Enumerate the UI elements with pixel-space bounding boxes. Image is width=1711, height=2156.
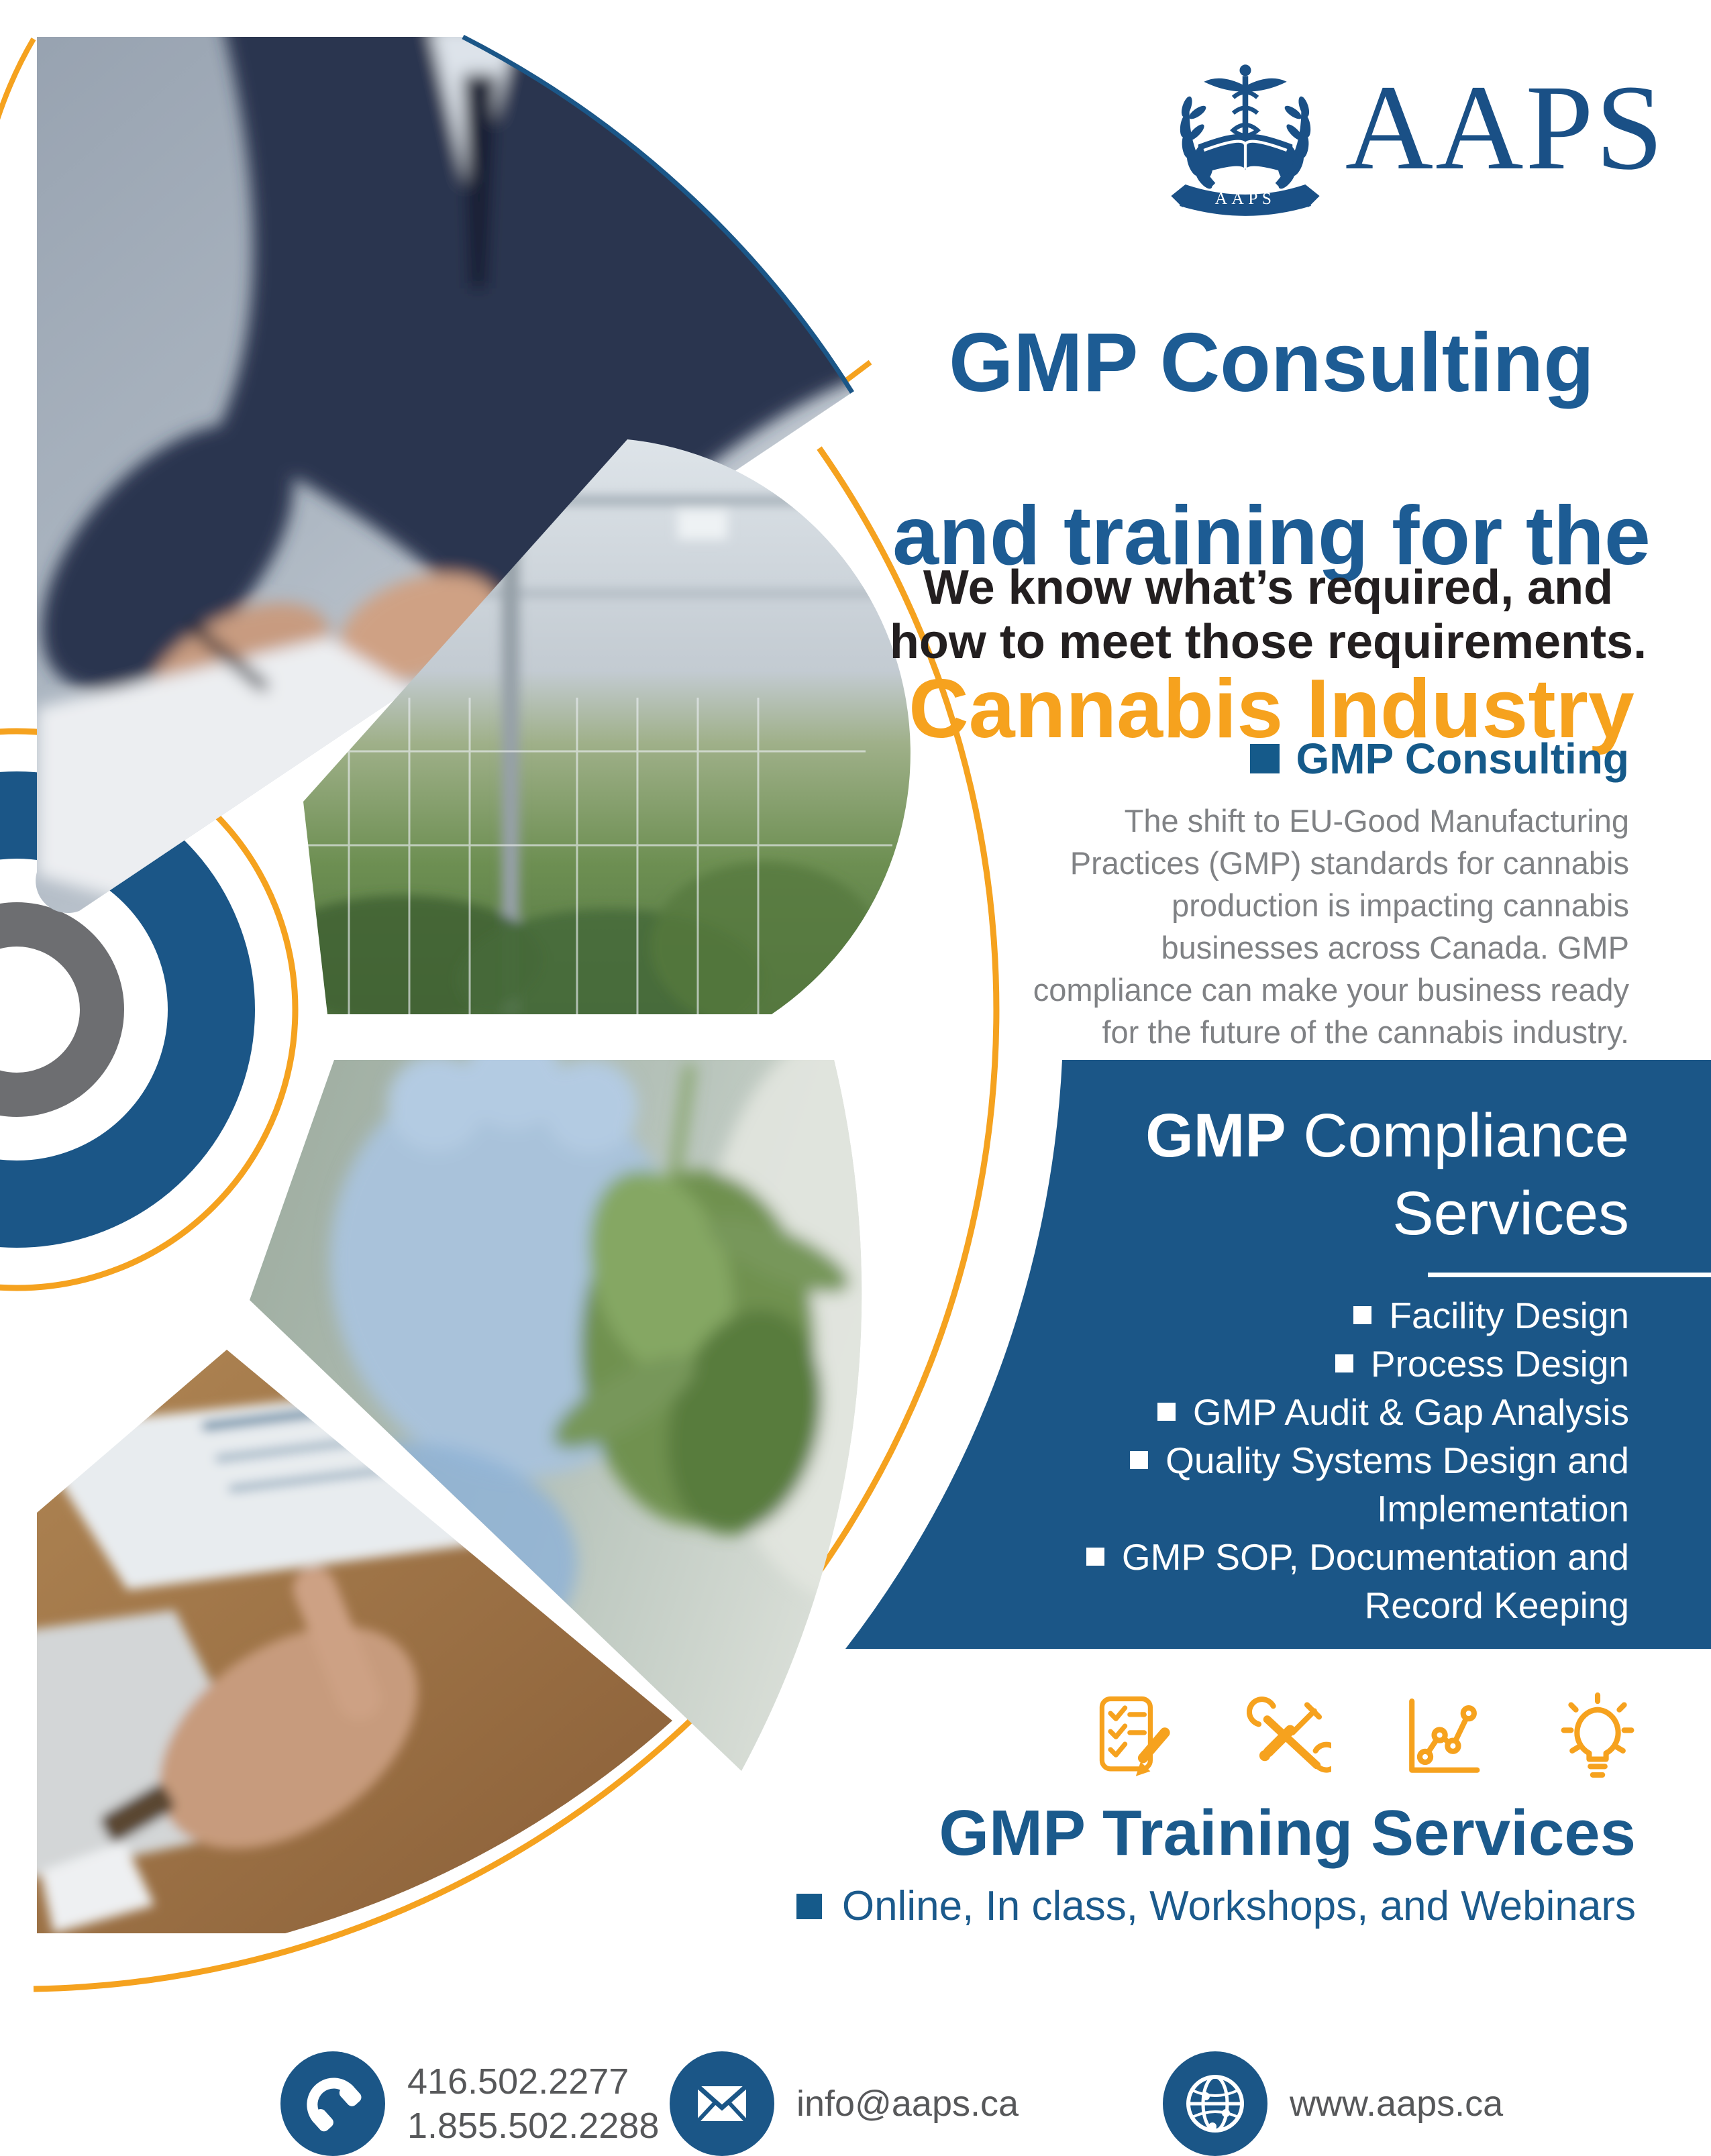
emblem-banner-text: AAPS [1214,188,1276,208]
compliance-heading-line2: Services [1392,1179,1629,1248]
square-bullet-icon [1250,744,1280,773]
phone-numbers: 416.502.2277 1.855.502.2288 [407,2061,660,2146]
phone-icon [280,2051,385,2156]
title-line-1: GMP Consulting [948,316,1595,409]
list-bullet-square-icon [1353,1306,1372,1324]
list-bullet-square-icon [1086,1548,1104,1566]
website-url: www.aaps.ca [1290,2084,1504,2124]
compliance-list-item: Quality Systems Design and [1086,1436,1629,1485]
checklist-pencil-icon [1099,1696,1170,1776]
consulting-body-text: The shift to EU-Good Manufacturing Pract… [1033,803,1629,1050]
analytics-chart-icon [1409,1699,1480,1773]
compliance-heading-line1: GMP Compliance [1145,1097,1629,1175]
training-heading: GMP Training Services [939,1797,1636,1869]
contact-website: www.aaps.ca [1161,2049,1503,2156]
compliance-list-item: Record Keeping [1086,1581,1629,1629]
bullseye-rings [0,728,299,1291]
compliance-list-item: GMP Audit & Gap Analysis [1086,1388,1629,1436]
aaps-emblem-icon: AAPS [1171,64,1320,216]
compliance-box-shape [845,1060,1711,1649]
compliance-item-label: GMP Audit & Gap Analysis [1192,1391,1629,1433]
compliance-list-item: Facility Design [1086,1291,1629,1340]
heading-underline-rule [1428,1273,1711,1277]
list-bullet-square-icon [1335,1354,1353,1372]
crossed-tools-icon [1247,1696,1331,1773]
compliance-item-label: GMP SOP, Documentation and [1121,1536,1629,1578]
compliance-item-label: Process Design [1370,1343,1629,1385]
compliance-list: Facility Design Process Design GMP Audit &… [1086,1291,1629,1629]
list-bullet-square-icon [1157,1403,1176,1421]
page-subtitle: We know what’s required, and how to meet… [889,561,1647,669]
lightbulb-icon [1561,1692,1635,1778]
contact-phone: 416.502.2277 1.855.502.2288 [278,2049,659,2156]
consulting-heading-label: GMP Consulting [1296,735,1629,783]
contact-email: info@aaps.ca [668,2049,1019,2156]
compliance-list-item: GMP SOP, Documentation and [1086,1533,1629,1581]
brand-logo: AAPS AAPS [1165,39,1665,217]
compliance-item-label: Record Keeping [1364,1584,1629,1626]
email-address: info@aaps.ca [796,2084,1019,2124]
compliance-heading-rest: Compliance [1286,1101,1629,1170]
compliance-heading-strong: GMP [1145,1101,1286,1170]
envelope-icon [670,2051,774,2156]
title-line-3-accent: Cannabis Industry [909,662,1635,755]
training-modes-text: Online, In class, Workshops, and Webinar… [841,1883,1636,1929]
photo-arc-blue-edge [462,34,854,394]
training-icons-row [1092,1689,1640,1787]
brand-wordmark: AAPS [1345,60,1665,195]
consulting-heading: GMP Consulting [1250,734,1629,784]
compliance-list-item: Process Design [1086,1340,1629,1388]
compliance-item-label: Quality Systems Design and [1165,1440,1629,1481]
orange-sweep-arc [33,446,1000,1992]
square-bullet-icon [796,1893,822,1919]
compliance-item-label: Implementation [1376,1488,1629,1529]
list-bullet-square-icon [1130,1451,1149,1469]
compliance-heading: GMP Compliance Services [1145,1097,1629,1253]
compliance-list-item: Implementation [1086,1485,1629,1533]
compliance-item-label: Facility Design [1389,1295,1629,1336]
page-title: GMP Consulting and training for the Cann… [892,233,1651,839]
training-modes-line: Online, In class, Workshops, and Webinar… [796,1882,1636,1930]
title-line-2: and training for the [892,489,1651,582]
corner-orange-arc [0,37,36,120]
globe-icon [1163,2051,1267,2156]
